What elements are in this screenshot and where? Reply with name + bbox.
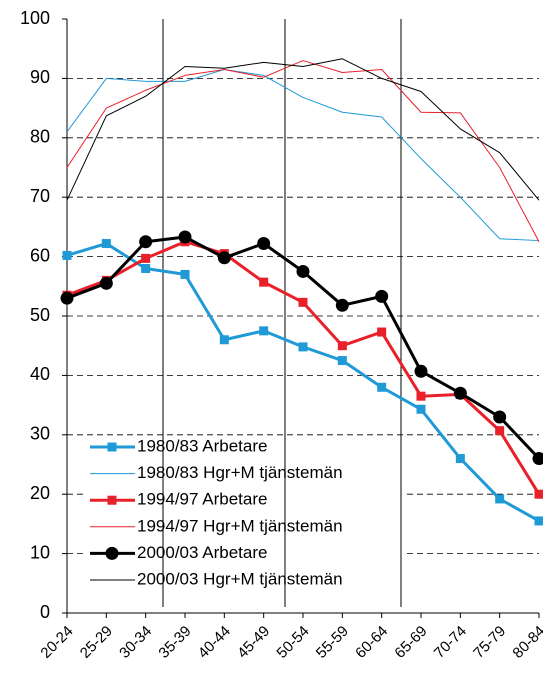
marker: [534, 516, 543, 526]
series-line: [66, 58, 540, 201]
series-line: [66, 60, 540, 242]
y-tick-label: 70: [30, 186, 50, 206]
separators: [162, 19, 402, 607]
marker: [416, 391, 426, 401]
x-tick-label: 70-74: [431, 623, 470, 662]
x-tick-label: 45-49: [234, 623, 273, 662]
marker: [219, 335, 229, 345]
marker: [101, 239, 111, 249]
y-tick-label: 80: [30, 127, 50, 147]
x-tick-label: 35-39: [155, 623, 194, 662]
y-tick-label: 50: [30, 305, 50, 325]
marker: [298, 342, 308, 352]
marker: [534, 489, 543, 499]
legend-label: 2000/03 Hgr+M tjänstemän: [137, 569, 343, 588]
marker: [105, 546, 119, 560]
marker: [375, 289, 389, 303]
marker: [453, 386, 467, 400]
marker: [141, 253, 151, 263]
legend-background: [84, 436, 406, 612]
marker: [377, 327, 387, 337]
legend-label: 1994/97 Hgr+M tjänstemän: [137, 516, 343, 535]
plot: [60, 58, 543, 526]
x-tick-label: 55-59: [313, 623, 352, 662]
x-tick-label: 20-24: [37, 623, 76, 662]
y-tick-label: 0: [40, 602, 50, 622]
marker: [139, 235, 153, 249]
marker: [337, 356, 347, 366]
marker: [259, 277, 269, 287]
y-tick-label: 30: [30, 424, 50, 444]
marker: [416, 404, 426, 414]
x-tick-label: 65-69: [391, 623, 430, 662]
legend-label: 1980/83 Arbetare: [137, 436, 267, 455]
x-tick-label: 80-84: [509, 623, 543, 662]
legend-label: 1980/83 Hgr+M tjänstemän: [137, 463, 343, 482]
x-tick-label: 75-79: [470, 623, 509, 662]
y-tick-label: 60: [30, 245, 50, 265]
y-tick-label: 90: [30, 67, 50, 87]
x-tick-label: 60-64: [352, 623, 391, 662]
marker: [337, 341, 347, 351]
marker: [495, 494, 505, 504]
marker: [257, 237, 271, 251]
marker: [259, 326, 269, 336]
marker: [532, 452, 543, 466]
legend-label: 2000/03 Arbetare: [137, 543, 267, 562]
x-tick-label: 40-44: [195, 623, 234, 662]
marker: [335, 298, 349, 312]
marker: [99, 276, 113, 290]
marker: [62, 250, 72, 260]
marker: [141, 263, 151, 273]
y-tick-label: 10: [30, 542, 50, 562]
marker: [180, 269, 190, 279]
marker: [298, 297, 308, 307]
marker: [455, 454, 465, 464]
x-tick-label: 50-54: [273, 623, 312, 662]
marker: [107, 495, 117, 505]
marker: [296, 264, 310, 278]
legend: 1980/83 Arbetare 1980/83 Hgr+M tjänstemän…: [90, 436, 343, 588]
marker: [495, 426, 505, 436]
x-tick-label: 30-34: [116, 623, 155, 662]
y-tick-label: 40: [30, 364, 50, 384]
y-tick-label: 20: [30, 483, 50, 503]
marker: [178, 230, 192, 244]
marker: [217, 251, 231, 265]
series-line: [66, 68, 540, 242]
marker: [493, 410, 507, 424]
marker: [377, 382, 387, 392]
marker: [414, 364, 428, 378]
y-tick-label: 100: [20, 8, 50, 28]
marker: [107, 442, 117, 452]
marker: [60, 291, 74, 305]
x-tick-label: 25-29: [77, 623, 116, 662]
legend-label: 1994/97 Arbetare: [137, 490, 267, 509]
